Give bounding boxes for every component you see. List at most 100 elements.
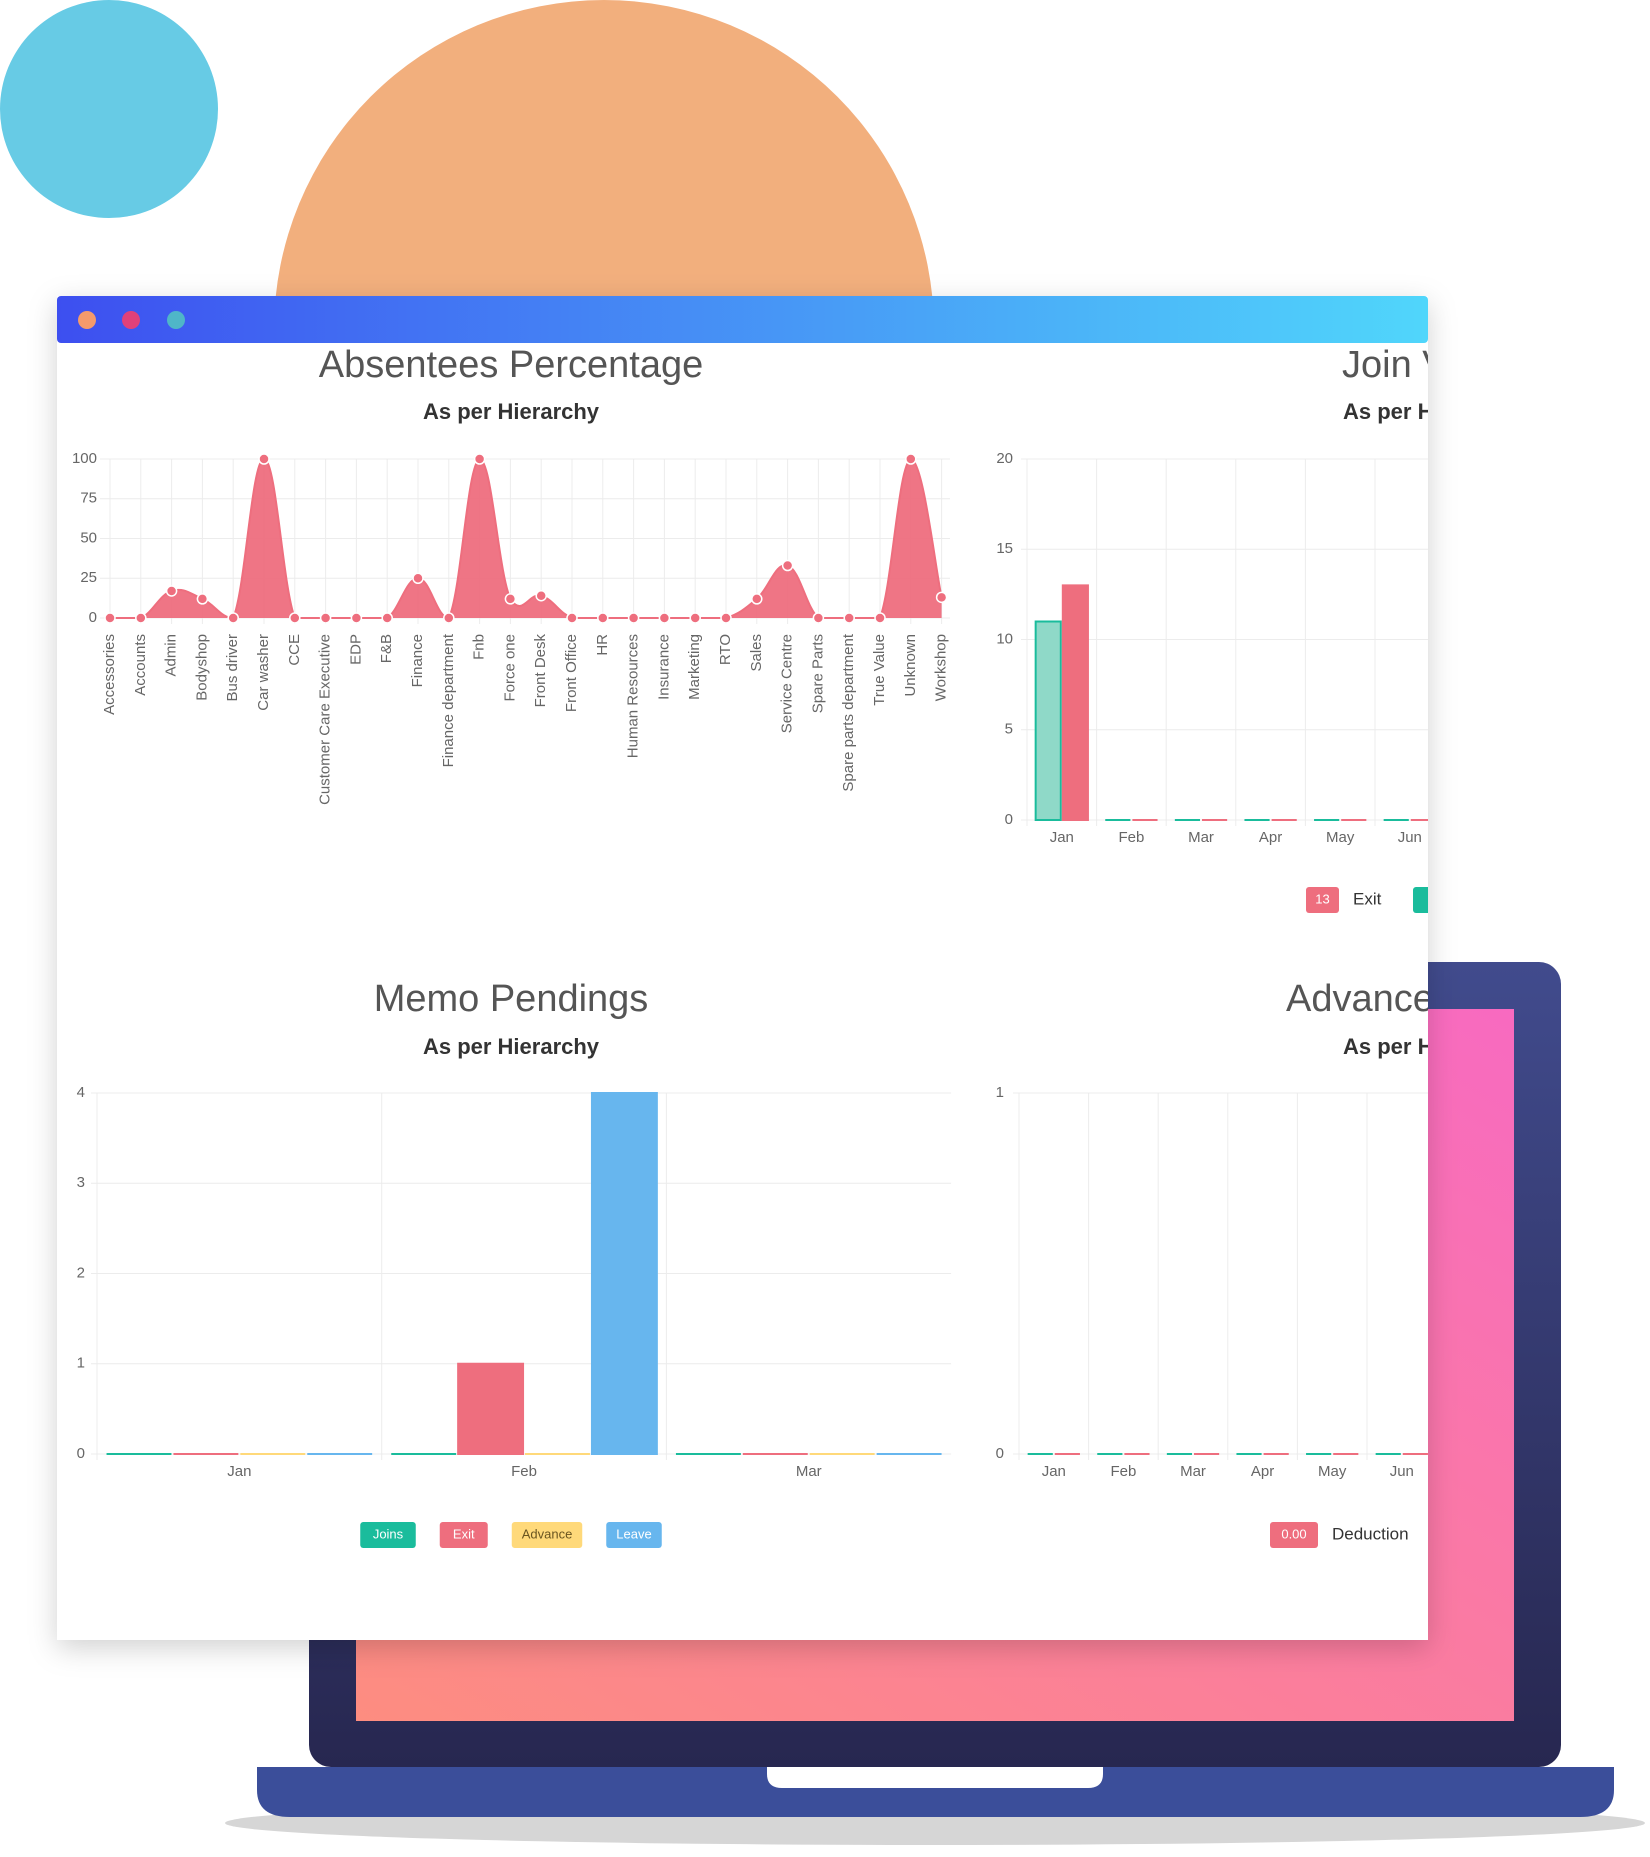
x-tick-label: Jan	[227, 1463, 251, 1480]
x-tick-label: Accessories	[101, 634, 118, 715]
x-tick-label: Sales	[748, 634, 765, 672]
y-tick-label: 20	[996, 450, 1013, 467]
bar	[1034, 620, 1062, 821]
point	[350, 612, 363, 624]
area	[110, 459, 942, 618]
legend-badge	[1270, 1522, 1318, 1548]
x-tick-label: Jan	[1042, 1463, 1066, 1480]
chart-title: Absentees Percentage	[319, 344, 704, 386]
point	[473, 453, 486, 465]
legend-label: Exit	[453, 1526, 475, 1541]
x-tick-label: Mar	[1180, 1463, 1206, 1480]
legend-badge-text: 0.00	[1281, 1526, 1306, 1541]
x-tick-label: Front Desk	[532, 634, 549, 708]
legend-badge	[511, 1522, 583, 1548]
x-tick-label: Finance department	[440, 633, 457, 767]
x-tick-label: Insurance	[655, 634, 672, 700]
point	[935, 591, 948, 604]
point	[196, 593, 209, 605]
point	[566, 612, 578, 624]
point	[781, 559, 794, 572]
point	[658, 612, 671, 624]
x-tick-label: Accounts	[132, 634, 149, 696]
point	[751, 593, 763, 605]
window-button[interactable]	[122, 311, 140, 329]
point	[289, 612, 301, 624]
laptop-base	[257, 1767, 1614, 1817]
x-tick-label: Admin	[163, 634, 180, 677]
x-tick-label: Fnb	[471, 634, 488, 660]
point	[104, 612, 116, 624]
chart-title: Join V	[1342, 344, 1448, 386]
point	[504, 593, 517, 605]
x-tick-label: EDP	[347, 634, 364, 665]
chart-subtitle: As per H	[1343, 1034, 1433, 1059]
y-tick-label: 2	[77, 1264, 85, 1281]
point	[812, 612, 825, 624]
legend-badge	[360, 1522, 416, 1548]
x-tick-label: Spare parts department	[840, 633, 857, 791]
bar	[590, 1092, 658, 1455]
legend-label: Advance	[522, 1526, 573, 1541]
point	[165, 585, 178, 597]
deco-circle	[0, 0, 218, 218]
legend-badge-text: 13	[1315, 891, 1329, 906]
chart-subtitle: As per H	[1343, 399, 1433, 424]
laptop-notch	[767, 1767, 1103, 1788]
x-tick-label: Apr	[1259, 829, 1282, 846]
legend-label: Joins	[373, 1526, 404, 1541]
legend-label: Exit	[1353, 889, 1382, 908]
legend-badge	[1306, 887, 1339, 913]
y-tick-label: 10	[996, 630, 1013, 647]
y-tick-label: 1	[996, 1084, 1004, 1101]
chart-subtitle: As per Hierarchy	[423, 1034, 600, 1059]
x-tick-label: Feb	[1110, 1463, 1136, 1480]
point	[689, 612, 701, 624]
x-tick-label: F&B	[378, 634, 395, 663]
browser-window	[57, 296, 1428, 1640]
bar	[457, 1362, 525, 1455]
y-tick-label: 15	[996, 540, 1013, 557]
x-tick-label: Finance	[409, 634, 426, 687]
y-tick-label: 1	[77, 1355, 85, 1372]
x-tick-label: Car washer	[255, 634, 272, 711]
point	[135, 612, 147, 624]
point	[535, 589, 547, 602]
x-tick-label: Mar	[1188, 829, 1214, 846]
y-tick-label: 0	[1005, 811, 1013, 828]
x-tick-label: May	[1318, 1463, 1347, 1480]
x-tick-label: RTO	[717, 634, 734, 665]
x-tick-label: Front Office	[563, 634, 580, 712]
x-tick-label: Marketing	[686, 634, 703, 700]
x-tick-label: Bodyshop	[193, 634, 210, 701]
x-tick-label: Bus driver	[224, 634, 241, 702]
bar	[1061, 584, 1089, 821]
legend-label: Leave	[616, 1526, 651, 1541]
y-tick-label: 3	[77, 1174, 85, 1191]
y-tick-label: 5	[1005, 721, 1013, 738]
y-tick-label: 75	[80, 490, 97, 507]
x-tick-label: Human Resources	[625, 634, 642, 758]
window-content: Absentees Percentage As per Hierarchy 0 25 5…	[72, 344, 1448, 1548]
x-tick-label: Apr	[1251, 1463, 1274, 1480]
y-tick-label: 0	[996, 1445, 1004, 1462]
browser-titlebar	[57, 296, 1428, 343]
x-tick-label: CCE	[286, 634, 303, 666]
point	[227, 612, 239, 624]
x-tick-label: Jan	[1050, 829, 1074, 846]
x-tick-label: Force one	[501, 634, 518, 702]
point	[597, 612, 609, 624]
x-tick-label: Unknown	[902, 634, 919, 697]
point	[319, 612, 332, 624]
legend-label: Deduction	[1332, 1524, 1409, 1543]
x-tick-label: Jun	[1390, 1463, 1414, 1480]
x-tick-label: May	[1326, 829, 1355, 846]
window-button[interactable]	[167, 311, 185, 329]
point	[905, 453, 917, 465]
y-tick-label: 25	[80, 569, 97, 586]
point	[720, 612, 732, 624]
window-button[interactable]	[78, 311, 96, 329]
chart-subtitle: As per Hierarchy	[423, 399, 600, 424]
x-tick-label: Feb	[511, 1463, 537, 1480]
